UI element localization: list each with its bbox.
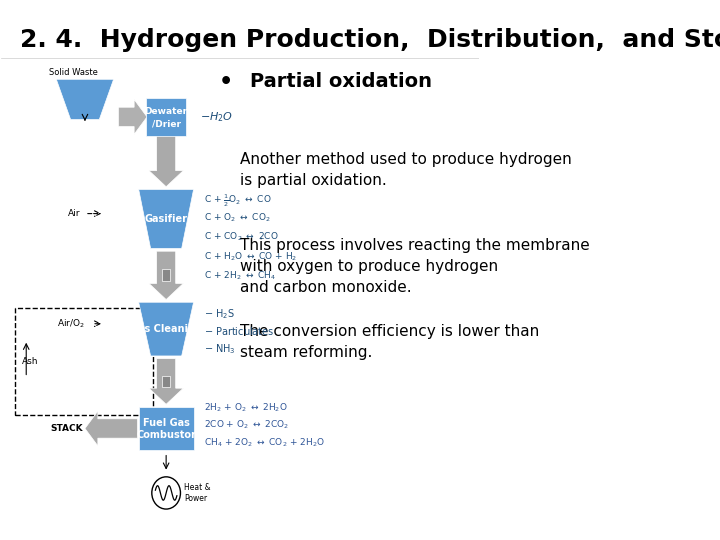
Text: Solid Waste: Solid Waste — [49, 68, 98, 77]
FancyBboxPatch shape — [139, 407, 194, 450]
Text: 2H$_2$ + O$_2$ $\leftrightarrow$ 2H$_2$O: 2H$_2$ + O$_2$ $\leftrightarrow$ 2H$_2$O — [204, 402, 288, 414]
Text: CH$_4$ + 2O$_2$ $\leftrightarrow$ CO$_2$ + 2H$_2$O: CH$_4$ + 2O$_2$ $\leftrightarrow$ CO$_2$… — [204, 436, 325, 449]
Text: STACK: STACK — [50, 424, 83, 433]
Polygon shape — [149, 359, 184, 404]
Text: This process involves reacting the membrane
with oxygen to produce hydrogen
and : This process involves reacting the membr… — [240, 238, 590, 295]
Text: Heat &
Power: Heat & Power — [184, 483, 211, 503]
Text: Another method used to produce hydrogen
is partial oxidation.: Another method used to produce hydrogen … — [240, 152, 572, 188]
Text: Partial oxidation: Partial oxidation — [250, 72, 432, 91]
Text: Dewater: Dewater — [145, 107, 188, 116]
Text: 2CO + O$_2$ $\leftrightarrow$ 2CO$_2$: 2CO + O$_2$ $\leftrightarrow$ 2CO$_2$ — [204, 419, 289, 431]
Text: Ash: Ash — [22, 357, 38, 366]
Text: 2. 4.  Hydrogen Production,  Distribution,  and Storage: 2. 4. Hydrogen Production, Distribution,… — [20, 28, 720, 52]
Text: $-$ H$_2$S: $-$ H$_2$S — [204, 308, 235, 321]
Polygon shape — [149, 251, 184, 300]
Text: $-H_2O$: $-H_2O$ — [199, 110, 233, 124]
FancyBboxPatch shape — [146, 98, 186, 136]
Text: Combustor: Combustor — [136, 430, 196, 441]
Text: Gas Cleaning: Gas Cleaning — [130, 324, 202, 334]
Polygon shape — [85, 411, 138, 446]
Polygon shape — [149, 136, 184, 187]
Text: C + H$_2$O $\leftrightarrow$ CO + H$_2$: C + H$_2$O $\leftrightarrow$ CO + H$_2$ — [204, 250, 298, 262]
Text: /Drier: /Drier — [152, 119, 181, 129]
Text: C + CO$_2$ $\leftrightarrow$ 2CO: C + CO$_2$ $\leftrightarrow$ 2CO — [204, 231, 279, 244]
FancyBboxPatch shape — [162, 375, 171, 387]
Text: Gasifier: Gasifier — [145, 214, 188, 224]
Polygon shape — [139, 190, 194, 248]
Text: Air/O$_2$: Air/O$_2$ — [57, 318, 85, 330]
Text: $-$ Particulates: $-$ Particulates — [204, 325, 275, 337]
Text: C + 2H$_2$ $\leftrightarrow$ CH$_4$: C + 2H$_2$ $\leftrightarrow$ CH$_4$ — [204, 269, 276, 282]
Polygon shape — [118, 99, 147, 134]
FancyBboxPatch shape — [162, 269, 171, 281]
Text: C + $\frac{1}{2}$O$_2$ $\leftrightarrow$ CO: C + $\frac{1}{2}$O$_2$ $\leftrightarrow$… — [204, 192, 272, 209]
Text: •: • — [219, 72, 233, 92]
Text: Fuel Gas: Fuel Gas — [143, 418, 189, 428]
Text: $-$ NH$_3$: $-$ NH$_3$ — [204, 342, 235, 356]
Text: Air: Air — [68, 209, 80, 218]
Polygon shape — [139, 302, 194, 356]
Polygon shape — [56, 79, 114, 119]
Bar — [14, 308, 153, 415]
Text: C + O$_2$ $\leftrightarrow$ CO$_2$: C + O$_2$ $\leftrightarrow$ CO$_2$ — [204, 212, 271, 224]
Text: The conversion efficiency is lower than
steam reforming.: The conversion efficiency is lower than … — [240, 323, 539, 360]
